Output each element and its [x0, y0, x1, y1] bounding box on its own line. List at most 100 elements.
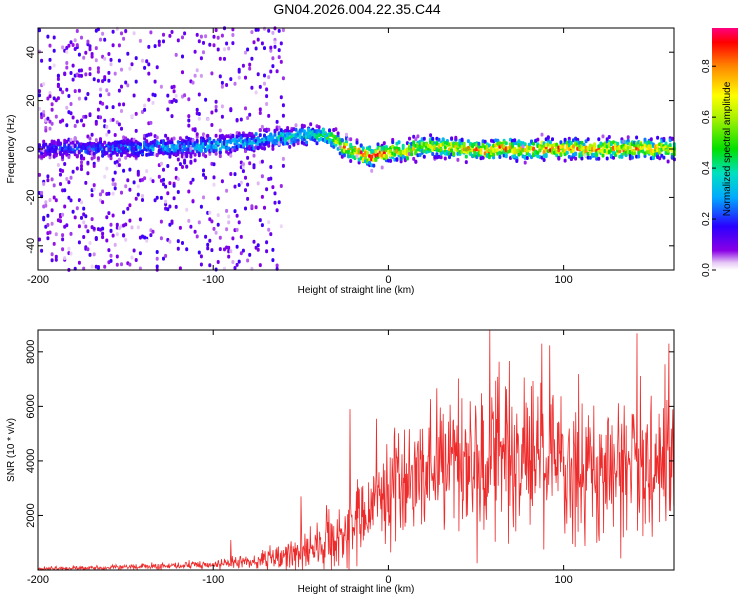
spectrogram-noise-cell	[199, 56, 203, 61]
spectrogram-noise-cell	[214, 28, 218, 33]
spectrogram-noise-cell	[75, 43, 79, 48]
spectrogram-noise-cell	[46, 174, 50, 179]
spectrogram-cell	[42, 139, 46, 144]
spectrogram-cell	[414, 159, 418, 164]
spectrogram-noise-cell	[38, 172, 41, 177]
colorbar-tick-label: 0.2	[701, 212, 712, 226]
spectrogram-noise-cell	[69, 111, 73, 116]
spectrogram-cell	[456, 157, 460, 162]
spectrogram-noise-cell	[168, 204, 172, 209]
spectrogram-noise-cell	[122, 36, 126, 41]
spectrogram-noise-cell	[101, 226, 105, 231]
spectrogram-noise-cell	[174, 93, 178, 98]
spectrogram-noise-cell	[187, 218, 191, 223]
spectrogram-cells	[38, 26, 676, 272]
spectrogram-noise-cell	[67, 180, 71, 185]
spectrogram-noise-cell	[189, 159, 193, 164]
spectrogram-cell	[662, 138, 666, 143]
spectrogram-noise-cell	[202, 172, 205, 177]
spectrogram-noise-cell	[166, 207, 170, 212]
spectrogram-y-tick-label: 40	[25, 46, 37, 58]
spectrogram-cell	[389, 158, 393, 163]
snr-y-tick-label: 4000	[25, 449, 37, 473]
spectrogram-noise-cell	[141, 58, 144, 63]
colorbar-tick-label: 0.8	[701, 59, 712, 73]
spectrogram-cell	[355, 140, 359, 145]
spectrogram-noise-cell	[56, 163, 60, 167]
spectrogram-noise-cell	[172, 196, 176, 201]
spectrogram-cell	[515, 159, 519, 163]
spectrogram-noise-cell	[69, 251, 73, 256]
spectrogram-noise-cell	[170, 114, 174, 119]
spectrogram-noise-cell	[220, 33, 224, 38]
spectrogram-cell	[80, 148, 83, 153]
spectrogram-cell	[399, 156, 403, 161]
spectrogram-noise-cell	[168, 33, 172, 38]
spectrogram-cell	[296, 138, 300, 143]
spectrogram-cell	[345, 142, 348, 147]
spectrogram-noise-cell	[136, 171, 140, 176]
spectrogram-noise-cell	[210, 248, 214, 253]
spectrogram-noise-cell	[67, 94, 71, 98]
spectrogram-noise-cell	[82, 220, 86, 225]
colorbar-tick-label: 0.0	[701, 263, 712, 277]
spectrogram-noise-cell	[172, 183, 176, 188]
spectrogram-noise-cell	[80, 160, 83, 165]
spectrogram-noise-cell	[73, 89, 77, 94]
spectrogram-cell	[525, 156, 529, 160]
spectrogram-noise-cell	[195, 107, 199, 112]
spectrogram-noise-cell	[172, 84, 176, 89]
spectrogram-cell	[336, 134, 340, 139]
spectrogram-cell	[616, 141, 620, 146]
spectrogram-noise-cell	[65, 177, 69, 181]
spectrogram-noise-cell	[40, 58, 44, 63]
spectrogram-noise-cell	[279, 184, 283, 188]
spectrogram-noise-cell	[176, 246, 180, 251]
spectrogram-noise-cell	[80, 164, 83, 168]
spectrogram-noise-cell	[90, 54, 94, 59]
spectrogram-noise-cell	[159, 84, 163, 89]
spectrogram-noise-cell	[71, 115, 75, 120]
spectrogram-noise-cell	[370, 168, 374, 173]
spectrogram-noise-cell	[82, 235, 86, 239]
spectrogram-cell	[214, 133, 218, 138]
spectrogram-noise-cell	[265, 240, 269, 245]
spectrogram-cell	[103, 140, 107, 145]
spectrogram-cell	[302, 129, 306, 134]
spectrogram-noise-cell	[109, 57, 113, 62]
spectrogram-noise-cell	[265, 102, 269, 106]
spectrogram-cell	[454, 135, 458, 140]
spectrogram-noise-cell	[46, 223, 50, 227]
spectrogram-noise-cell	[380, 165, 384, 170]
spectrogram-noise-cell	[128, 167, 132, 172]
spectrogram-noise-cell	[271, 56, 275, 61]
spectrogram-noise-cell	[248, 112, 252, 117]
spectrogram-cell	[414, 150, 418, 155]
spectrogram-noise-cell	[210, 110, 214, 115]
spectrogram-noise-cell	[166, 107, 170, 112]
spectrogram-cell	[563, 137, 567, 142]
spectrogram-noise-cell	[235, 118, 239, 122]
spectrogram-noise-cell	[155, 256, 159, 261]
spectrogram-noise-cell	[86, 229, 90, 234]
spectrogram-cell	[450, 136, 454, 141]
spectrogram-noise-cell	[117, 102, 121, 107]
spectrogram-noise-cell	[48, 65, 52, 70]
spectrogram-noise-cell	[111, 43, 115, 48]
spectrogram-cell	[605, 137, 609, 142]
spectrogram-noise-cell	[260, 159, 264, 164]
spectrogram-noise-cell	[122, 210, 126, 215]
spectrogram-noise-cell	[88, 113, 92, 118]
spectrogram-noise-cell	[269, 45, 273, 50]
spectrogram-noise-cell	[80, 68, 83, 73]
spectrogram-cell	[193, 152, 197, 157]
spectrogram-cell	[546, 135, 550, 140]
spectrogram-noise-cell	[54, 198, 58, 203]
spectrogram-cell	[637, 154, 641, 159]
spectrogram-cell	[492, 152, 496, 157]
spectrogram-noise-cell	[109, 222, 113, 227]
spectrogram-noise-cell	[77, 240, 81, 245]
spectrogram-noise-cell	[193, 128, 197, 133]
spectrogram-noise-cell	[210, 123, 214, 127]
spectrogram-cell	[563, 158, 567, 163]
